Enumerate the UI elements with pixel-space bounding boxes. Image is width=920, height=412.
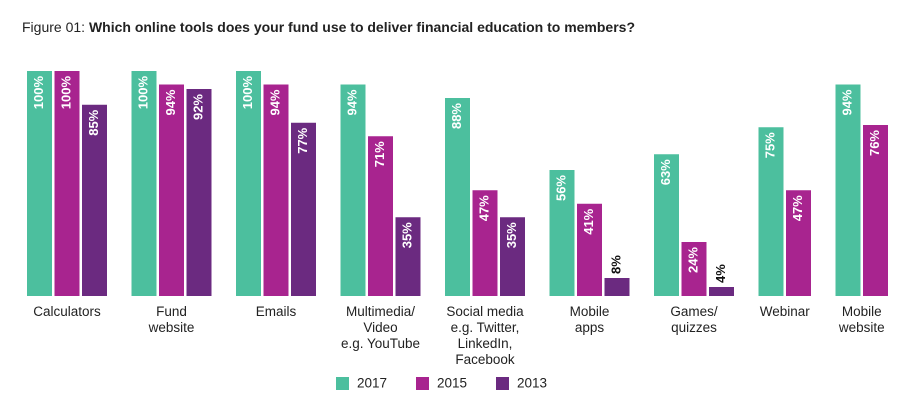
bar [236, 71, 261, 296]
bar [131, 71, 157, 296]
bar [835, 84, 861, 296]
bar [709, 287, 734, 296]
bar [472, 190, 498, 296]
bar [27, 71, 52, 296]
legend-swatch [496, 377, 509, 390]
bar [654, 154, 679, 296]
x-tick-label: Social media e.g. Twitter, LinkedIn, Fac… [446, 304, 524, 367]
value-label: 71% [372, 141, 387, 167]
legend-swatch [336, 377, 349, 390]
bar [368, 136, 393, 296]
value-label: 100% [135, 76, 150, 110]
bar [340, 84, 366, 296]
title-text: Which online tools does your fund use to… [89, 19, 635, 35]
x-tick-label: Emails [255, 304, 297, 319]
value-label: 47% [790, 195, 805, 221]
value-label: 35% [504, 222, 519, 248]
legend-label: 2013 [517, 376, 547, 391]
value-label: 75% [762, 132, 777, 158]
bar [786, 190, 811, 296]
bar [500, 217, 525, 296]
value-label: 47% [476, 195, 491, 221]
legend-swatch [416, 377, 429, 390]
value-label: 94% [344, 89, 359, 115]
bar [82, 104, 107, 296]
bar [159, 84, 184, 296]
value-label: 88% [449, 103, 464, 129]
value-label: 41% [581, 208, 596, 234]
bar [445, 98, 470, 296]
bar [395, 217, 421, 296]
value-label: 94% [267, 89, 282, 115]
bar [604, 278, 630, 296]
bar [681, 242, 707, 296]
value-label: 56% [553, 175, 568, 201]
value-label: 63% [658, 159, 673, 185]
value-label: 92% [190, 94, 205, 120]
x-tick-label: Games/ quizzes [670, 304, 718, 335]
x-tick-label: Multimedia/ Video e.g. YouTube [340, 304, 421, 351]
value-label: 4% [713, 264, 728, 283]
bar [758, 127, 784, 296]
x-tick-label: Mobile website [838, 304, 885, 335]
legend-label: 2015 [437, 376, 467, 391]
value-label: 77% [295, 127, 310, 153]
x-tick-label: Webinar [759, 304, 810, 319]
value-label: 100% [240, 76, 255, 110]
legend-label: 2017 [357, 376, 387, 391]
value-label: 85% [86, 109, 101, 135]
bar [54, 71, 80, 296]
value-label: 94% [163, 89, 178, 115]
bar [291, 122, 316, 296]
x-tick-label: Fund website [148, 304, 195, 335]
bar [549, 170, 575, 296]
value-label: 8% [608, 255, 623, 274]
value-label: 35% [399, 222, 414, 248]
title-prefix: Figure 01: [22, 19, 85, 35]
x-tick-label: Calculators [33, 304, 101, 319]
value-label: 100% [58, 76, 73, 110]
bar [263, 84, 289, 296]
x-tick-label: Mobile apps [569, 304, 610, 335]
chart-title: Figure 01: Which online tools does your … [22, 19, 635, 35]
bar [186, 89, 212, 296]
bar [577, 203, 602, 296]
value-label: 94% [839, 89, 854, 115]
bar [863, 125, 888, 296]
value-label: 76% [867, 130, 882, 156]
value-label: 100% [31, 76, 46, 110]
value-label: 24% [685, 247, 700, 273]
